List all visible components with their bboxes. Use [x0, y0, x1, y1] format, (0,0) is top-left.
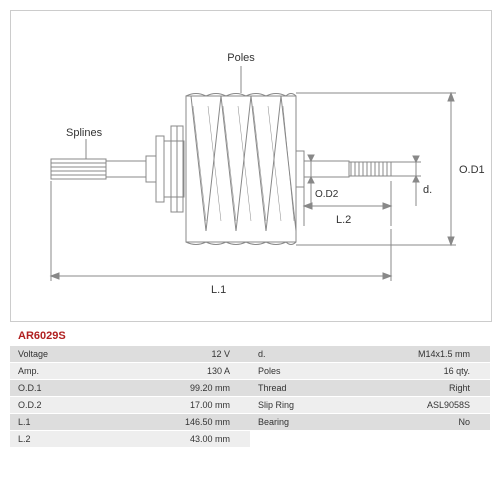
spec-label: Bearing [250, 417, 338, 427]
spec-row: BearingNo [250, 414, 490, 431]
spec-label: L.2 [10, 434, 98, 444]
l1-label: L.1 [211, 284, 226, 296]
poles-label: Poles [227, 52, 255, 64]
spec-value: 43.00 mm [98, 434, 250, 444]
spec-row: d.M14x1.5 mm [250, 346, 490, 363]
part-code: AR6029S [18, 330, 490, 342]
spec-label: O.D.2 [10, 400, 98, 410]
l2-label: L.2 [336, 214, 351, 226]
spec-row: Slip RingASL9058S [250, 397, 490, 414]
spec-row: L.1146.50 mm [10, 414, 250, 431]
spec-label: O.D.1 [10, 383, 98, 393]
spec-value: M14x1.5 mm [338, 349, 490, 359]
od2-label: O.D2 [315, 189, 339, 200]
spec-value: 99.20 mm [98, 383, 250, 393]
spec-label: Poles [250, 366, 338, 376]
spec-row: Voltage12 V [10, 346, 250, 363]
spec-col-right: d.M14x1.5 mm Poles16 qty. ThreadRight Sl… [250, 346, 490, 448]
spec-label: Amp. [10, 366, 98, 376]
spec-label: L.1 [10, 417, 98, 427]
spec-value: 130 A [98, 366, 250, 376]
spec-value: 12 V [98, 349, 250, 359]
spec-row: ThreadRight [250, 380, 490, 397]
spec-row: Poles16 qty. [250, 363, 490, 380]
spec-value: 17.00 mm [98, 400, 250, 410]
splines-label: Splines [66, 127, 103, 139]
spec-row: L.243.00 mm [10, 431, 250, 448]
spec-row: O.D.217.00 mm [10, 397, 250, 414]
spec-value: 16 qty. [338, 366, 490, 376]
spec-label: Slip Ring [250, 400, 338, 410]
technical-diagram: Poles Splines O.D1 O.D2 d. L.2 L.1 [10, 10, 492, 322]
spec-value: No [338, 417, 490, 427]
spec-label: d. [250, 349, 338, 359]
d-label: d. [423, 184, 432, 196]
spec-row: O.D.199.20 mm [10, 380, 250, 397]
spec-value: 146.50 mm [98, 417, 250, 427]
spec-value: Right [338, 383, 490, 393]
spec-label: Voltage [10, 349, 98, 359]
spec-label: Thread [250, 383, 338, 393]
spec-value: ASL9058S [338, 400, 490, 410]
spec-row: Amp.130 A [10, 363, 250, 380]
spec-table: Voltage12 V Amp.130 A O.D.199.20 mm O.D.… [10, 346, 490, 448]
spec-col-left: Voltage12 V Amp.130 A O.D.199.20 mm O.D.… [10, 346, 250, 448]
od1-label: O.D1 [459, 164, 485, 176]
